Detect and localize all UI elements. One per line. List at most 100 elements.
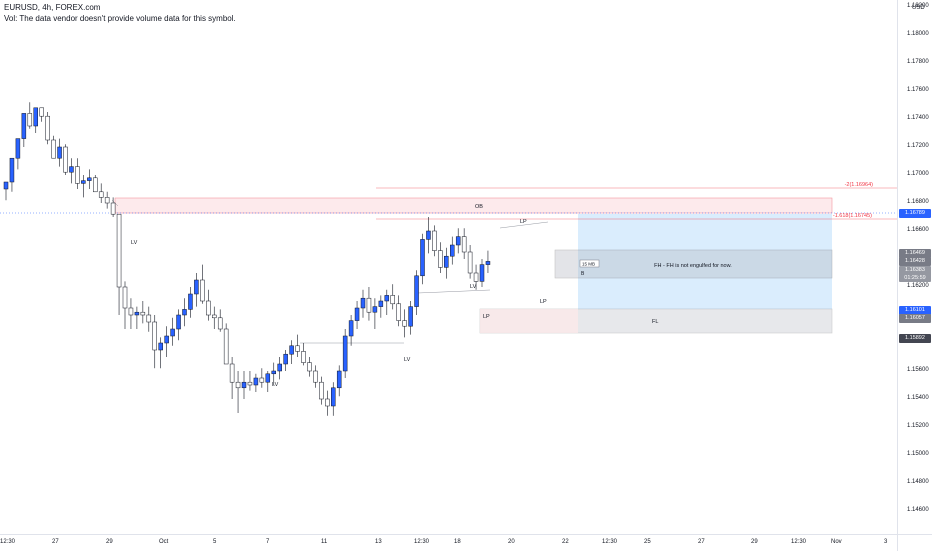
time-tick: 25 — [644, 539, 651, 545]
candle — [426, 217, 431, 254]
candle — [217, 309, 223, 332]
candle-body — [450, 244, 455, 257]
candle — [15, 138, 21, 170]
candle — [414, 270, 419, 315]
candle-body — [33, 107, 38, 127]
time-axis[interactable]: 12:30 27 29 Oct 5 7 11 13 12:30 18 20 22 12:30 25 27 29… — [0, 534, 897, 551]
candle-body — [432, 230, 437, 251]
candle — [307, 357, 312, 377]
lv-label: LV — [131, 240, 138, 246]
candle — [253, 373, 259, 392]
time-tick: 18 — [454, 539, 461, 545]
candle — [366, 287, 372, 321]
candle-body — [122, 286, 128, 309]
candle-body — [146, 314, 152, 323]
candle-body — [366, 297, 372, 313]
candle-body — [223, 328, 229, 365]
candle-body — [301, 351, 306, 363]
candle — [223, 323, 229, 365]
candle-body — [354, 307, 360, 321]
fib-label-1618: -1.618(1.16745) — [833, 213, 872, 219]
candle-body — [81, 180, 86, 184]
candle-body — [402, 320, 407, 327]
time-tick: Nov — [831, 539, 842, 545]
candle-body — [319, 381, 324, 400]
candle-body — [194, 279, 199, 295]
tag-b: B — [581, 271, 585, 277]
time-tick: 5 — [213, 539, 217, 545]
candle-body — [259, 377, 265, 383]
candle-body — [485, 261, 491, 265]
candle-body — [158, 342, 163, 351]
candle-body — [396, 303, 401, 321]
price-axis[interactable]: USD 1.18200 1.18000 1.17800 1.17600 1.17400 1… — [897, 0, 932, 534]
fib-label-minus2: -2(1.16964) — [845, 182, 874, 188]
candle-body — [140, 311, 146, 316]
candle — [87, 169, 92, 189]
chart-canvas[interactable]: -2(1.16964) -1.618(1.16745) OB FH - FH is n… — [0, 0, 897, 534]
candle — [342, 329, 348, 378]
candle-body — [69, 166, 74, 173]
lp-label: LP — [483, 314, 490, 320]
candle — [164, 326, 169, 357]
candle — [479, 259, 485, 287]
candle-body — [27, 113, 33, 127]
time-tick: 29 — [106, 539, 113, 545]
price-label: 1.15892 — [899, 334, 931, 343]
candle — [134, 306, 140, 329]
candle-body — [438, 250, 443, 268]
candle — [348, 315, 354, 346]
candle-body — [75, 166, 80, 184]
candle-body — [479, 264, 485, 282]
candle — [331, 382, 336, 416]
time-tick: 12:30 — [414, 539, 430, 545]
time-tick: 13 — [375, 539, 382, 545]
candle — [325, 390, 330, 416]
candle-body — [455, 236, 461, 246]
candle-body — [331, 387, 336, 407]
candle-body — [170, 328, 175, 337]
candle — [45, 112, 50, 145]
price-tick: 1.16800 — [907, 199, 929, 205]
time-tick: 7 — [266, 539, 270, 545]
candle-body — [93, 177, 98, 193]
time-tick: 12:30 — [791, 539, 807, 545]
time-tick: 20 — [508, 539, 515, 545]
candle — [301, 343, 306, 366]
price-label: 1.16101 — [899, 306, 931, 315]
candle — [402, 309, 407, 338]
fh-zone — [554, 249, 833, 279]
candle — [319, 376, 324, 405]
candle — [336, 365, 342, 397]
candle-body — [206, 300, 211, 316]
time-tick: 12:30 — [0, 539, 16, 545]
candle-body — [473, 272, 479, 282]
candle-body — [45, 115, 50, 141]
time-tick: 29 — [751, 539, 758, 545]
price-tick: 1.18000 — [907, 31, 929, 37]
candle-body — [408, 306, 413, 327]
candle-body — [384, 295, 390, 302]
candle-body — [271, 370, 276, 375]
price-tick: 1.14800 — [907, 479, 929, 485]
candle — [104, 191, 110, 209]
candle — [182, 298, 187, 327]
lp-label: LP — [540, 299, 547, 305]
candle-body — [57, 146, 62, 159]
price-tick: 1.16200 — [907, 283, 929, 289]
candle-body — [283, 353, 288, 365]
candle-body — [15, 138, 21, 159]
time-tick: 3 — [884, 539, 888, 545]
candle-body — [307, 362, 312, 372]
candle — [408, 301, 413, 335]
price-tick: 1.17200 — [907, 143, 929, 149]
candle-body — [342, 335, 348, 372]
candle-body — [51, 139, 56, 159]
candle — [259, 368, 265, 388]
candle — [467, 245, 473, 279]
symbol-title[interactable]: EURUSD, 4h, FOREX.com — [4, 3, 101, 12]
candle — [122, 281, 128, 329]
candle — [206, 289, 211, 321]
candle — [75, 158, 80, 189]
